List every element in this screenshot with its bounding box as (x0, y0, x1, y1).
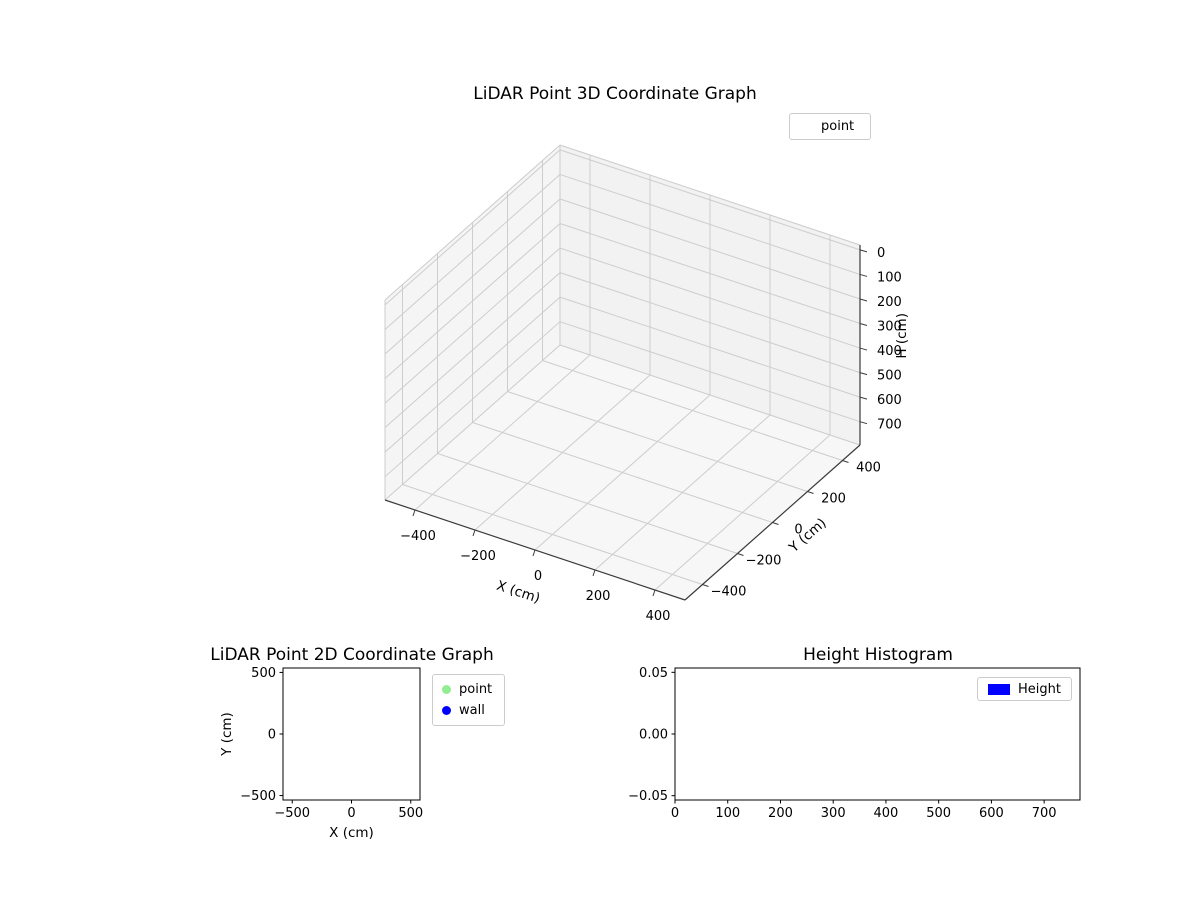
histogram-title: Height Histogram (803, 645, 953, 665)
plot2d-axes: −500 0 500 −500 0 500 X (cm) Y (cm) (219, 666, 423, 841)
svg-text:−500: −500 (274, 806, 310, 821)
plot2d-title: LiDAR Point 2D Coordinate Graph (210, 645, 494, 665)
svg-text:300: 300 (821, 806, 846, 821)
svg-text:400: 400 (877, 344, 902, 359)
svg-text:Y (cm): Y (cm) (219, 712, 235, 757)
plot3d-legend-label: point (821, 119, 855, 134)
svg-text:500: 500 (926, 806, 951, 821)
svg-text:0.00: 0.00 (639, 728, 668, 743)
svg-text:200: 200 (821, 492, 846, 507)
svg-text:−500: −500 (240, 789, 276, 804)
plot2d-legend: point wall (432, 674, 506, 726)
svg-text:700: 700 (1032, 806, 1057, 821)
svg-text:0.05: 0.05 (639, 666, 668, 681)
plot3d-title: LiDAR Point 3D Coordinate Graph (473, 84, 757, 104)
svg-text:0: 0 (268, 728, 276, 743)
svg-text:−400: −400 (400, 529, 436, 544)
svg-text:0: 0 (534, 569, 542, 584)
svg-text:0: 0 (877, 246, 885, 261)
svg-text:200: 200 (768, 806, 793, 821)
svg-text:−200: −200 (460, 549, 496, 564)
legend-marker-point (442, 685, 451, 694)
svg-text:−200: −200 (746, 554, 782, 569)
svg-text:0: 0 (671, 806, 679, 821)
svg-text:600: 600 (877, 393, 902, 408)
legend-swatch-height (988, 683, 1010, 695)
plot2d-legend-label-point: point (459, 682, 493, 697)
svg-text:100: 100 (877, 270, 902, 285)
svg-text:500: 500 (398, 806, 423, 821)
legend-marker-wall (442, 706, 451, 715)
plot3d-legend: point (789, 113, 871, 140)
svg-text:−400: −400 (711, 585, 747, 600)
plot3d-axes: −400 −200 0 200 400 −400 −200 0 200 400 0 100 200 300… (384, 144, 910, 624)
svg-text:500: 500 (877, 369, 902, 384)
svg-text:600: 600 (979, 806, 1004, 821)
plot2d-legend-label-wall: wall (459, 703, 485, 718)
svg-text:100: 100 (715, 806, 740, 821)
svg-text:H (cm): H (cm) (894, 313, 910, 359)
svg-text:200: 200 (877, 295, 902, 310)
svg-text:0: 0 (794, 523, 802, 538)
plot2d-legend-row-point: point (442, 682, 492, 697)
svg-text:400: 400 (874, 806, 899, 821)
svg-text:400: 400 (646, 609, 671, 624)
svg-text:400: 400 (856, 461, 881, 476)
svg-text:500: 500 (251, 666, 276, 681)
svg-text:700: 700 (877, 418, 902, 433)
svg-text:Y (cm): Y (cm) (785, 515, 829, 556)
svg-text:300: 300 (877, 320, 902, 335)
svg-text:200: 200 (586, 589, 611, 604)
histogram-legend: Height (977, 677, 1072, 701)
plot2d-legend-row-wall: wall (442, 703, 485, 718)
histogram-legend-label: Height (1018, 681, 1061, 697)
svg-text:0: 0 (347, 806, 355, 821)
svg-text:X (cm): X (cm) (329, 825, 374, 841)
svg-text:−0.05: −0.05 (628, 789, 668, 804)
